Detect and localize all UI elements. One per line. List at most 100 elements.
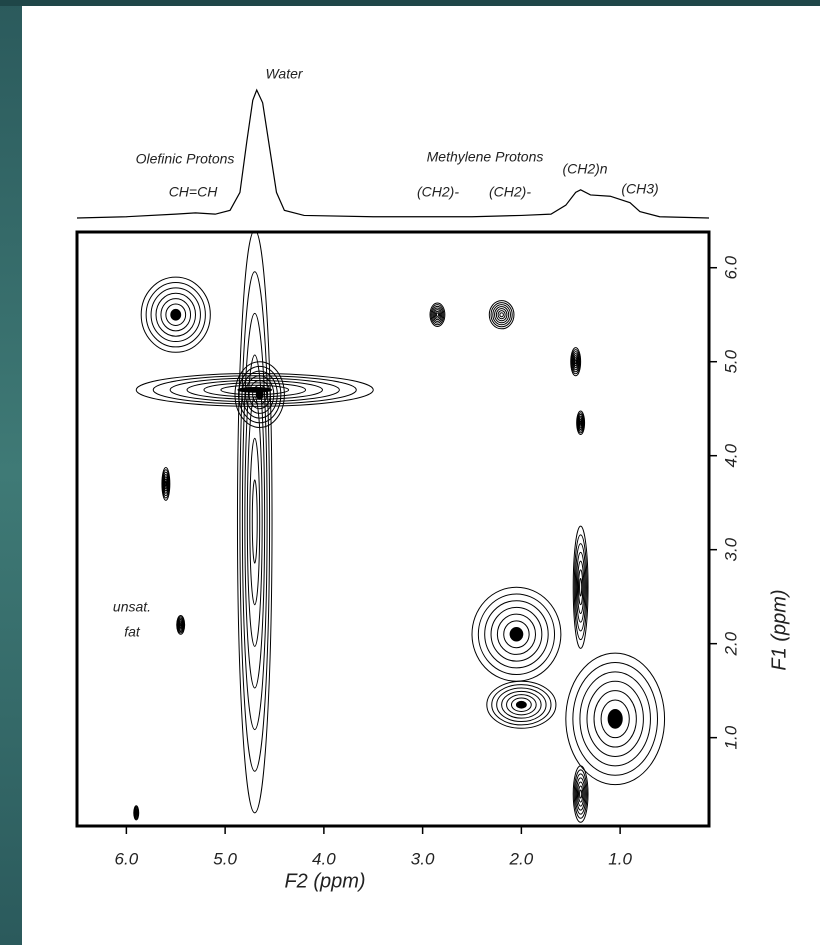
contour-level bbox=[179, 623, 182, 627]
contour-level bbox=[176, 616, 185, 634]
contour-level bbox=[178, 620, 183, 630]
contour-level bbox=[170, 308, 182, 321]
x-axis-label: F2 (ppm) bbox=[284, 870, 365, 892]
contour-level bbox=[572, 765, 589, 823]
contour-level bbox=[246, 396, 263, 647]
contour-level bbox=[570, 349, 581, 375]
contour-level bbox=[435, 312, 439, 317]
contour-level bbox=[176, 614, 186, 635]
contour-level bbox=[496, 687, 547, 723]
annotation: fat bbox=[124, 624, 141, 640]
contour-level bbox=[496, 613, 536, 655]
contour-level bbox=[572, 661, 659, 776]
contour-level bbox=[574, 543, 587, 632]
contour-level bbox=[431, 305, 444, 324]
contour-level bbox=[164, 481, 167, 487]
contour-level bbox=[163, 473, 169, 494]
side-strip bbox=[0, 0, 22, 945]
contour-level bbox=[578, 785, 584, 803]
annotation: (CH2)- bbox=[489, 184, 531, 200]
contour-level bbox=[497, 310, 506, 320]
contour-level bbox=[600, 699, 630, 739]
y-tick-label: 2.0 bbox=[721, 631, 740, 656]
cross-peak bbox=[133, 805, 140, 821]
contour-level bbox=[161, 466, 171, 501]
contour-level bbox=[509, 627, 524, 642]
y-tick-label: 4.0 bbox=[721, 443, 740, 467]
cross-peak bbox=[161, 466, 171, 501]
contour-level bbox=[434, 310, 441, 319]
projection-line bbox=[76, 88, 710, 219]
contour-level bbox=[241, 312, 268, 731]
contour-level bbox=[244, 354, 266, 689]
contour-level bbox=[575, 777, 586, 811]
contour-level bbox=[506, 694, 537, 716]
annotation: (CH3) bbox=[621, 181, 658, 197]
cross-peak bbox=[176, 614, 186, 635]
x-tick-label: 3.0 bbox=[411, 849, 435, 868]
contour-level bbox=[255, 389, 264, 400]
contour-level bbox=[593, 690, 637, 748]
contour-level bbox=[572, 525, 589, 649]
x-tick-label: 5.0 bbox=[213, 849, 237, 868]
contour-level bbox=[494, 306, 510, 324]
contour-level bbox=[578, 569, 584, 606]
contour-level bbox=[477, 593, 556, 676]
contour-level bbox=[145, 281, 206, 348]
annotation: (CH2)- bbox=[417, 184, 459, 200]
contour-level bbox=[576, 412, 585, 434]
contour-level bbox=[152, 375, 357, 405]
contour-level bbox=[486, 680, 557, 729]
contour-level bbox=[501, 690, 542, 719]
contour-level bbox=[576, 781, 585, 807]
contour-level bbox=[573, 769, 588, 819]
cross-peak bbox=[471, 586, 562, 682]
contour-level bbox=[150, 287, 201, 343]
contour-level bbox=[252, 384, 268, 405]
contour-level bbox=[575, 551, 586, 623]
contour-level bbox=[576, 410, 586, 436]
contour-level bbox=[499, 312, 504, 318]
contour-level bbox=[578, 418, 583, 427]
contour-level bbox=[164, 478, 168, 490]
contour-level bbox=[607, 708, 623, 729]
contour-level bbox=[177, 617, 185, 633]
contour-level bbox=[251, 479, 258, 564]
plot-frame bbox=[75, 230, 711, 828]
annotation: Olefinic Protons bbox=[136, 151, 235, 167]
contour-level bbox=[579, 578, 583, 597]
contour-level bbox=[490, 302, 513, 328]
annotation: unsat. bbox=[113, 599, 151, 615]
contour-level bbox=[162, 471, 170, 497]
contour-level bbox=[572, 353, 580, 371]
contour-level bbox=[429, 302, 446, 327]
cross-peak bbox=[565, 652, 666, 786]
cross-peak bbox=[429, 302, 446, 327]
y-axis-label: F1 (ppm) bbox=[768, 589, 790, 670]
cross-peak bbox=[486, 680, 557, 729]
contour-level bbox=[220, 384, 290, 396]
contour-level bbox=[576, 560, 585, 614]
x-tick-label: 2.0 bbox=[509, 849, 534, 868]
contour-level bbox=[577, 413, 584, 432]
top-bar bbox=[0, 0, 820, 6]
annotation: Methylene Protons bbox=[427, 149, 544, 165]
contour-level bbox=[495, 308, 508, 322]
contour-level bbox=[570, 347, 582, 377]
contour-level bbox=[484, 600, 549, 669]
contour-level bbox=[163, 476, 169, 492]
contour-level bbox=[565, 652, 666, 786]
cross-peak bbox=[140, 276, 211, 353]
contour-level bbox=[573, 534, 588, 641]
contour-level bbox=[140, 276, 211, 353]
contour-level bbox=[586, 680, 644, 757]
contour-level bbox=[161, 469, 170, 499]
contour-level bbox=[490, 606, 543, 662]
contour-level bbox=[573, 355, 579, 369]
contour-level bbox=[578, 417, 583, 429]
contour-level bbox=[579, 789, 583, 799]
y-tick-label: 5.0 bbox=[721, 349, 740, 373]
contour-level bbox=[179, 621, 183, 629]
